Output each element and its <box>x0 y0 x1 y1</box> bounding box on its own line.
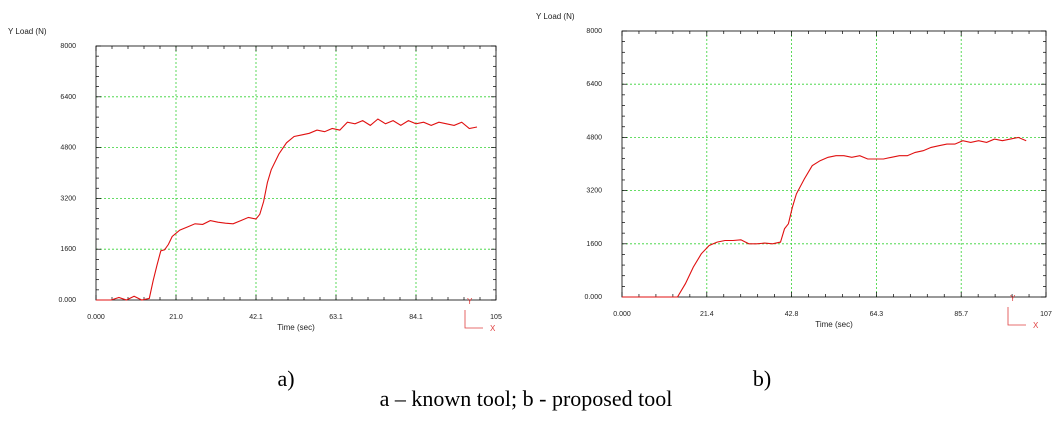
axis-indicator <box>1007 307 1026 326</box>
x-axis-label: Time (sec) <box>277 323 315 332</box>
plot-frame <box>95 45 497 301</box>
series-line <box>622 136 1027 298</box>
subfigure-label: a) <box>277 366 294 391</box>
chart-a: 0.000 21.0 42.1 63.1 84.1 105 0.000 1600 3200 480… <box>8 27 502 391</box>
x-axis-label: Time (sec) <box>815 320 853 329</box>
y-tick-label: 0.000 <box>584 294 602 301</box>
y-tick-label: 6400 <box>586 81 602 88</box>
x-tick-label: 85.7 <box>954 311 968 318</box>
y-tick-label: 0.000 <box>58 297 76 304</box>
x-tick-label: 0.000 <box>613 311 631 318</box>
y-tick-label: 4800 <box>586 134 602 141</box>
y-tick-label: 3200 <box>60 195 76 202</box>
y-tick-label: 8000 <box>60 43 76 50</box>
chart-b: 0.000 21.4 42.8 64.3 85.7 107 0.000 1600 3200 480… <box>536 12 1052 391</box>
y-tick-label: 6400 <box>60 94 76 101</box>
x-tick-label: 21.0 <box>169 314 183 321</box>
x-tick-label: 42.8 <box>785 311 799 318</box>
series-line <box>96 118 478 301</box>
figure-caption: a – known tool; b - proposed tool <box>380 386 673 411</box>
subfigure-label: b) <box>753 366 771 391</box>
axis-indicator-y-label: Y <box>467 297 473 306</box>
y-tick-label: 1600 <box>586 241 602 248</box>
y-tick-label: 3200 <box>586 188 602 195</box>
axis-indicator <box>464 310 483 329</box>
x-tick-label: 84.1 <box>409 314 423 321</box>
x-tick-label: 42.1 <box>249 314 263 321</box>
x-tick-label: 63.1 <box>329 314 343 321</box>
axis-indicator-y-label: Y <box>1010 294 1016 303</box>
axis-indicator-x-label: X <box>490 324 496 333</box>
x-tick-label: 21.4 <box>700 311 714 318</box>
x-tick-label: 107 <box>1040 311 1052 318</box>
x-tick-label: 0.000 <box>87 314 105 321</box>
y-axis-label: Y Load (N) <box>536 12 575 21</box>
y-tick-label: 4800 <box>60 145 76 152</box>
axis-indicator-x-label: X <box>1033 321 1039 330</box>
plot-frame <box>621 30 1047 298</box>
y-tick-label: 8000 <box>586 28 602 35</box>
y-axis-label: Y Load (N) <box>8 27 47 36</box>
x-tick-label: 64.3 <box>870 311 884 318</box>
x-tick-label: 105 <box>490 314 502 321</box>
y-tick-label: 1600 <box>60 246 76 253</box>
